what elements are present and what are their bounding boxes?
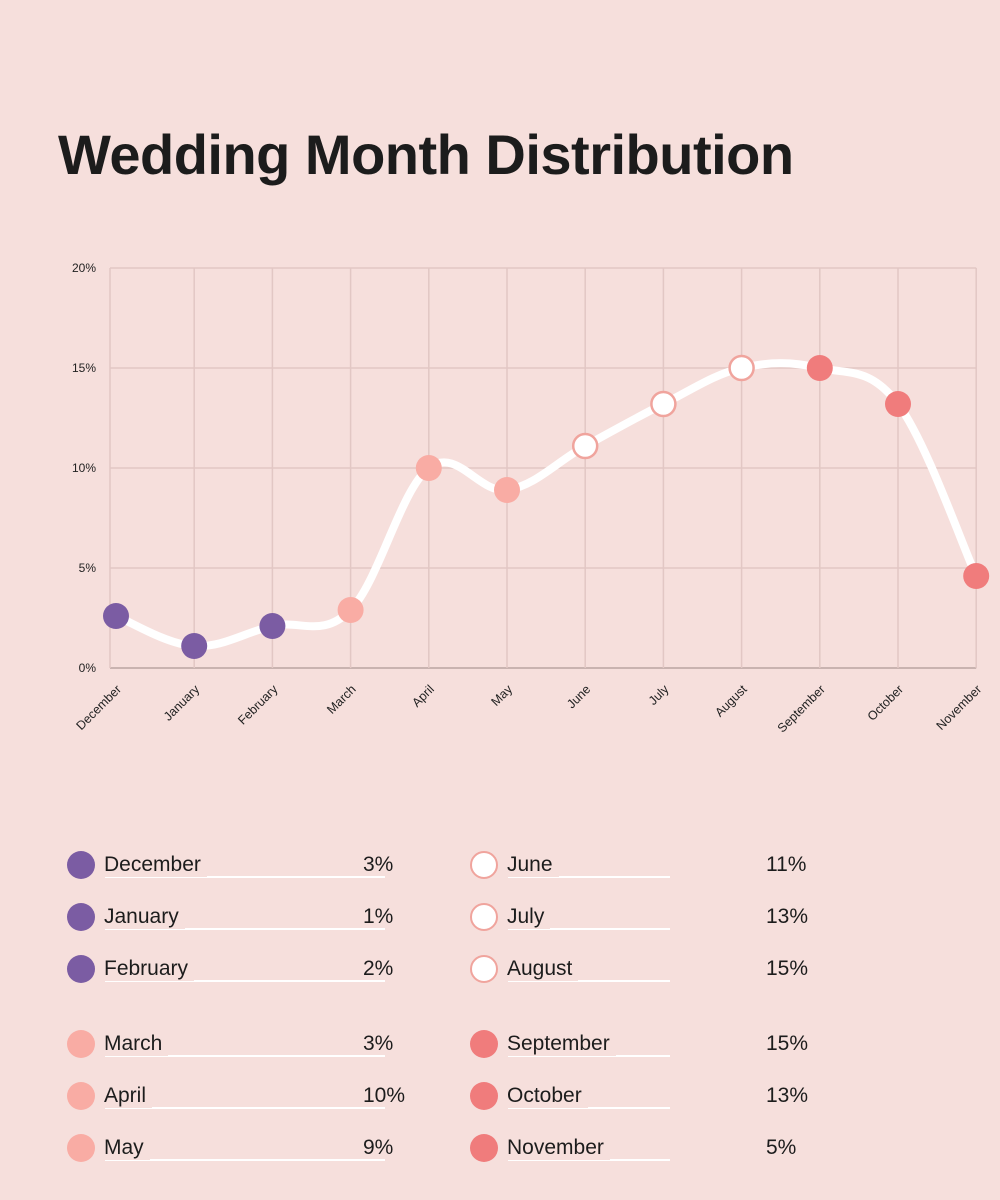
x-tick-label: January xyxy=(161,682,203,724)
x-tick-label: November xyxy=(934,682,985,733)
legend-leader-line xyxy=(105,1107,385,1109)
legend-marker xyxy=(67,903,95,931)
legend-value: 15% xyxy=(766,957,809,980)
legend-marker xyxy=(470,1030,498,1058)
legend-label: September xyxy=(507,1032,616,1056)
data-point xyxy=(806,355,833,381)
legend-value: 15% xyxy=(766,1032,809,1055)
legend-marker xyxy=(67,955,95,983)
legend-leader-line xyxy=(508,1055,670,1057)
legend-label: October xyxy=(507,1084,588,1108)
data-point xyxy=(885,391,911,417)
legend-leader-line xyxy=(508,876,670,878)
y-tick-label: 10% xyxy=(72,461,96,475)
x-tick-label: September xyxy=(775,682,828,735)
series-line xyxy=(112,359,981,651)
legend-item: September 15% xyxy=(470,1027,826,1061)
x-tick-label: October xyxy=(865,682,906,723)
x-tick-label: July xyxy=(646,682,672,708)
legend-item: June 11% xyxy=(470,848,826,882)
legend-value: 10% xyxy=(363,1084,406,1107)
point-layer xyxy=(103,354,990,659)
x-tick-label: May xyxy=(489,682,516,709)
x-tick-label: February xyxy=(235,682,281,728)
legend-item: May 9% xyxy=(67,1131,423,1165)
legend-value: 13% xyxy=(766,1084,809,1107)
legend-marker xyxy=(470,903,498,931)
data-point xyxy=(494,477,520,503)
data-point xyxy=(259,613,286,639)
data-point xyxy=(337,597,364,623)
legend-leader-line xyxy=(105,1159,385,1161)
legend-value: 5% xyxy=(766,1136,797,1159)
legend-item: March 3% xyxy=(67,1027,423,1061)
legend-marker xyxy=(67,1134,95,1162)
legend-value: 3% xyxy=(363,853,394,876)
legend-label: January xyxy=(104,905,185,929)
legend-value: 1% xyxy=(363,905,394,928)
legend-label: December xyxy=(104,853,207,877)
legend-leader-line xyxy=(508,1159,670,1161)
legend-marker xyxy=(470,955,498,983)
legend-value: 2% xyxy=(363,957,394,980)
grid-layer xyxy=(109,267,977,669)
legend-item: October 13% xyxy=(470,1079,826,1113)
data-point xyxy=(103,603,129,629)
x-tick-label: March xyxy=(324,682,358,716)
legend-item: January 1% xyxy=(67,900,423,934)
legend-label: March xyxy=(104,1032,169,1056)
legend-leader-line xyxy=(105,980,385,982)
legend-leader-line xyxy=(105,1055,385,1057)
legend-leader-line xyxy=(105,876,385,878)
legend-value: 3% xyxy=(363,1032,394,1055)
legend-label: November xyxy=(507,1136,610,1160)
legend-item: December 3% xyxy=(67,848,423,882)
legend-item: July 13% xyxy=(470,900,826,934)
y-tick-label: 20% xyxy=(72,261,96,275)
legend-label: August xyxy=(507,957,579,981)
legend-marker xyxy=(470,851,498,879)
legend-item: February 2% xyxy=(67,952,423,986)
legend-value: 9% xyxy=(363,1136,394,1159)
legend-marker xyxy=(67,1082,95,1110)
data-point xyxy=(650,390,677,418)
data-point xyxy=(728,354,755,382)
legend-marker xyxy=(67,851,95,879)
data-point xyxy=(963,563,990,589)
legend-leader-line xyxy=(105,928,385,930)
legend-marker xyxy=(67,1030,95,1058)
y-tick-label: 0% xyxy=(79,661,97,675)
data-point xyxy=(181,633,208,659)
legend-item: April 10% xyxy=(67,1079,423,1113)
y-tick-label: 5% xyxy=(79,561,97,575)
x-tick-label: August xyxy=(712,682,750,720)
legend-item: August 15% xyxy=(470,952,826,986)
legend-marker xyxy=(470,1082,498,1110)
x-tick-label: April xyxy=(409,682,437,710)
legend-label: July xyxy=(507,905,551,929)
line-chart: 0% 5% 10% 15% 20% December January February Marc… xyxy=(72,261,990,735)
legend-value: 13% xyxy=(766,905,809,928)
legend-leader-line xyxy=(508,980,670,982)
data-point xyxy=(571,432,599,460)
legend-label: April xyxy=(104,1084,153,1108)
legend-value: 11% xyxy=(766,853,807,876)
legend-label: February xyxy=(104,957,195,981)
legend-leader-line xyxy=(508,1107,670,1109)
legend-label: May xyxy=(104,1136,150,1160)
legend-marker xyxy=(470,1134,498,1162)
line-layer xyxy=(112,359,981,651)
legend-leader-line xyxy=(508,928,670,930)
x-tick-label: June xyxy=(564,682,593,711)
y-tick-label: 15% xyxy=(72,361,96,375)
page-title: Wedding Month Distribution xyxy=(58,123,794,186)
x-tick-label: December xyxy=(73,682,124,733)
axis-layer: 0% 5% 10% 15% 20% December January February Marc… xyxy=(72,261,984,735)
data-point xyxy=(415,455,442,481)
legend-label: June xyxy=(507,853,559,877)
legend-item: November 5% xyxy=(470,1131,826,1165)
